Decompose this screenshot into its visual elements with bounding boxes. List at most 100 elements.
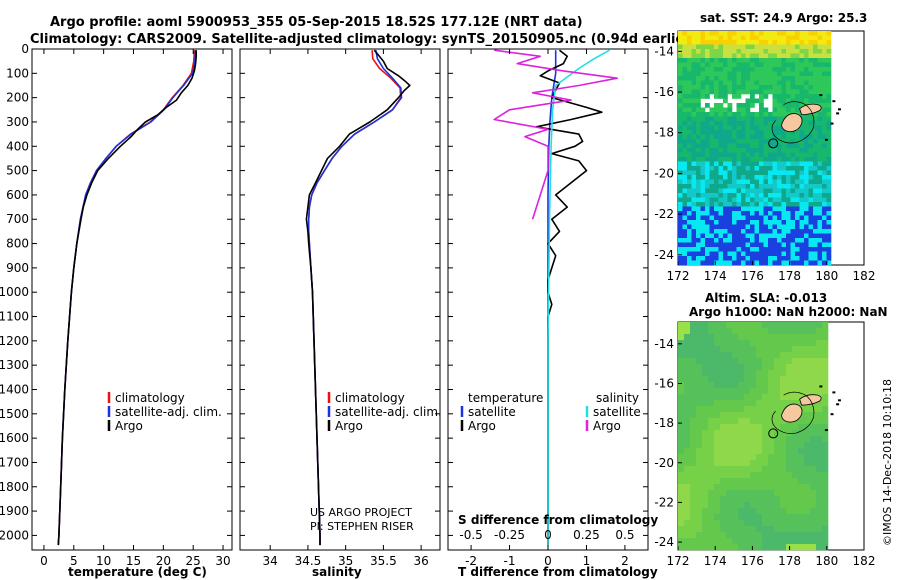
sst-cell: [727, 130, 733, 135]
sst-cell: [727, 89, 733, 95]
sst-cell: [723, 193, 728, 198]
sla-cell: [732, 430, 739, 437]
sst-cell: [772, 80, 778, 86]
sst-cell: [691, 98, 697, 104]
sst-cell: [718, 116, 724, 122]
temperature-axis-label: temperature (deg C): [68, 565, 207, 579]
sst-cell: [678, 98, 683, 104]
sla-cell: [678, 484, 685, 491]
sst-cell: [745, 157, 751, 162]
depth-tick-label: 1600: [0, 431, 29, 445]
sst-cell: [682, 175, 688, 180]
sst-cell: [817, 67, 823, 72]
sla-cell: [780, 508, 787, 515]
sst-cell: [781, 242, 787, 248]
sst-cell: [781, 85, 787, 90]
sst-cell: [682, 229, 688, 234]
sla-cell: [750, 322, 757, 329]
sst-cell: [732, 202, 737, 207]
sst-cell: [714, 211, 719, 216]
sst-cell: [822, 152, 827, 158]
sst-cell: [723, 94, 728, 99]
sst-cell: [817, 80, 823, 86]
sla-cell: [798, 340, 805, 347]
sst-cell: [705, 220, 710, 225]
sst-cell: [718, 229, 724, 234]
sst-cell: [741, 166, 746, 171]
sst-cell: [750, 49, 755, 54]
sst-cell: [822, 157, 827, 162]
sst-cell: [727, 175, 733, 180]
sla-cell: [750, 358, 757, 365]
sla-cell: [720, 484, 727, 491]
sst-cell: [709, 166, 715, 171]
sst-cell: [790, 49, 796, 54]
sst-cell: [723, 85, 728, 90]
sla-cell: [810, 334, 817, 341]
sst-cell: [822, 143, 827, 149]
sla-cell: [810, 514, 817, 521]
sla-cell: [762, 328, 769, 335]
sst-cell: [822, 238, 827, 243]
sst-cell: [718, 184, 724, 189]
sst-cell: [777, 139, 782, 144]
sla-cell: [750, 412, 757, 419]
sst-cell: [795, 94, 800, 99]
sst-cell: [763, 89, 769, 95]
sst-cell: [696, 247, 701, 252]
sst-cell: [678, 161, 683, 167]
sst-cell: [736, 202, 742, 207]
sst-cell: [813, 242, 818, 248]
sst-cell: [696, 116, 701, 122]
sla-cell: [714, 532, 721, 539]
sst-cell: [813, 202, 818, 207]
sla-cell: [708, 322, 715, 329]
sst-cell: [759, 35, 764, 41]
sst-cell: [772, 247, 778, 252]
sst-cell: [813, 251, 818, 257]
sst-cell: [759, 121, 764, 126]
sst-cell: [768, 220, 773, 225]
sst-cell: [795, 184, 800, 189]
sst-cell: [817, 170, 823, 176]
sst-cell: [727, 260, 733, 266]
sst-cell: [763, 35, 769, 41]
sla-cell: [762, 538, 769, 545]
sla-cell: [726, 490, 733, 497]
sst-cell: [817, 134, 823, 140]
sst-cell: [700, 107, 706, 113]
sst-cell: [705, 49, 710, 54]
sst-cell: [804, 215, 809, 221]
sst-cell: [808, 148, 814, 153]
sla-cell: [816, 322, 823, 329]
sla-cell: [678, 340, 685, 347]
sst-cell: [754, 85, 760, 90]
sla-cell: [720, 538, 727, 545]
sst-cell: [822, 139, 827, 144]
sst-cell: [727, 80, 733, 86]
sla-cell: [762, 526, 769, 533]
sst-cell: [750, 80, 755, 86]
sst-cell: [687, 85, 692, 90]
sla-cell: [720, 442, 727, 449]
sla-cell: [738, 358, 745, 365]
sla-cell: [786, 520, 793, 527]
sla-cell: [822, 448, 829, 455]
sla-map-title-1: Altim. SLA: -0.013: [705, 291, 827, 305]
sla-cell: [732, 328, 739, 335]
sla-cell: [822, 478, 829, 485]
sla-cell: [720, 400, 727, 407]
sla-cell: [810, 442, 817, 449]
sst-cell: [786, 67, 791, 72]
sst-cell: [705, 134, 710, 140]
sst-cell: [732, 62, 737, 68]
sla-cell: [738, 352, 745, 359]
sla-cell: [702, 388, 709, 395]
sla-cell: [720, 490, 727, 497]
sla-cell: [708, 436, 715, 443]
sst-cell: [736, 53, 742, 59]
sst-cell: [723, 206, 728, 212]
sst-cell: [682, 152, 688, 158]
sla-cell: [804, 346, 811, 353]
sst-cell: [777, 229, 782, 234]
